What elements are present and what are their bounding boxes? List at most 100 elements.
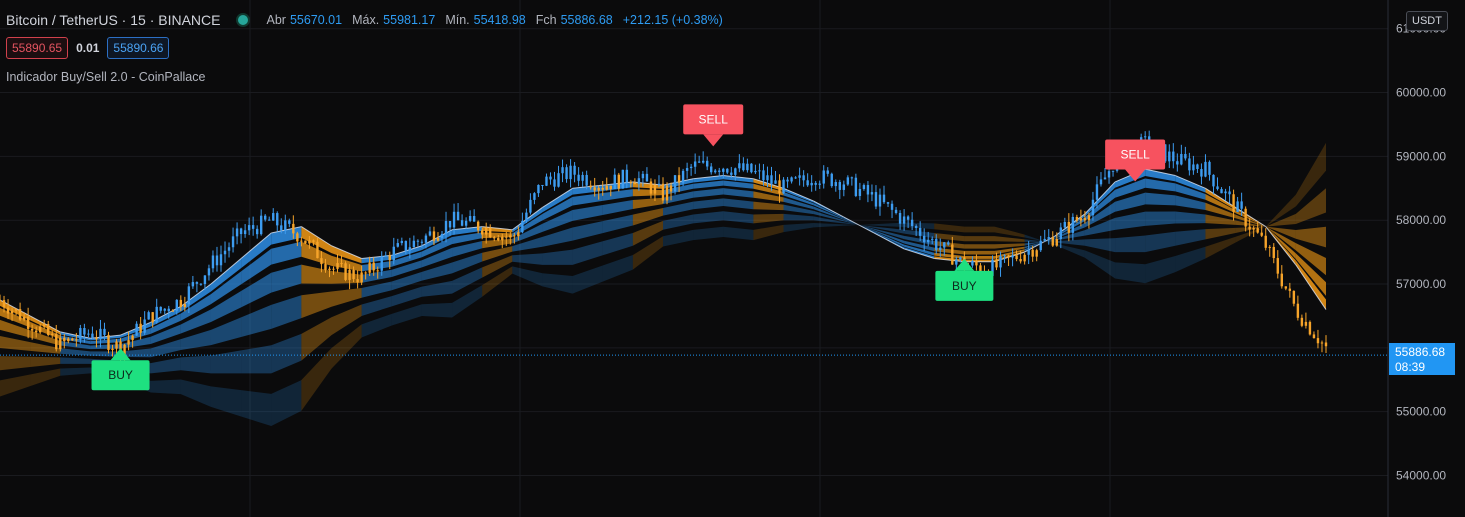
candle-body — [589, 185, 592, 188]
ribbon-band — [1175, 211, 1206, 224]
candle-body — [1168, 151, 1171, 162]
candle-body — [689, 166, 693, 169]
ribbon-band — [482, 246, 513, 262]
candle-body — [1204, 161, 1207, 177]
ribbon-band — [180, 379, 211, 407]
candle-body — [770, 175, 773, 184]
open-value: 55670.01 — [289, 13, 343, 27]
candle-body — [681, 170, 685, 183]
candle-body — [468, 216, 472, 221]
candle-body — [55, 333, 58, 350]
ribbon-band — [60, 340, 91, 350]
ribbon-band — [1265, 226, 1296, 260]
ribbon-band — [180, 329, 211, 350]
signal-box — [935, 270, 994, 301]
candle-body — [685, 168, 689, 171]
ribbon-band — [421, 236, 453, 258]
price-axis[interactable]: 61000.0060000.0059000.0058000.0057000.00… — [1387, 0, 1465, 517]
ribbon-band — [60, 348, 91, 356]
ribbon-band — [301, 348, 332, 411]
ribbon-band — [1175, 195, 1206, 210]
buy-signal[interactable]: BUY — [91, 348, 150, 391]
candle-body — [1091, 199, 1095, 216]
sell-signal[interactable]: SELL — [683, 104, 744, 147]
ribbon-band — [271, 241, 302, 265]
ribbon-band — [512, 253, 543, 265]
ribbon-band — [964, 244, 995, 249]
ribbon-band — [150, 357, 181, 374]
symbol-title[interactable]: Bitcoin / TetherUS · 15 · BINANCE — [6, 12, 221, 28]
candle-body — [87, 333, 90, 335]
candle-body — [545, 176, 548, 186]
candle-body — [706, 160, 709, 167]
candle-body — [726, 168, 729, 173]
ribbon-fast-line — [572, 184, 603, 189]
candle-body — [312, 240, 315, 242]
candle-body — [207, 268, 211, 276]
ribbon-fast-line — [873, 232, 905, 250]
candle-body — [866, 185, 870, 195]
ribbon-band — [1145, 169, 1176, 182]
ribbon-band — [452, 241, 483, 257]
candle-body — [894, 209, 898, 214]
candle-body — [107, 334, 110, 350]
ribbon-band — [482, 238, 513, 249]
ribbon-band — [542, 188, 573, 213]
ribbon-band — [693, 188, 724, 198]
candle-body — [778, 180, 781, 194]
candle-body — [806, 180, 809, 186]
candle-body — [243, 230, 247, 235]
ribbon-band — [572, 192, 603, 206]
symbol-legend: Bitcoin / TetherUS · 15 · BINANCE Abr 55… — [6, 12, 723, 28]
ribbon-band — [632, 220, 663, 246]
candle-body — [493, 237, 496, 239]
candle-body — [420, 241, 424, 243]
ribbon-band — [210, 350, 242, 374]
candle-body — [1027, 249, 1030, 255]
candle-body — [730, 172, 733, 175]
ribbon-band — [1175, 175, 1206, 193]
candle-body — [1015, 255, 1018, 260]
candle-body — [1184, 153, 1187, 159]
ribbon-band — [1235, 226, 1266, 233]
candle-body — [1087, 215, 1091, 221]
ribbon-band — [241, 272, 272, 308]
ribbon-band — [0, 356, 31, 371]
ribbon-fast-line — [1205, 187, 1236, 208]
candle-body — [485, 227, 488, 235]
candle-body — [400, 240, 404, 244]
candle-body — [979, 265, 982, 272]
sell-signal[interactable]: SELL — [1105, 139, 1166, 182]
candle-body — [151, 312, 154, 323]
ribbon-band — [1265, 213, 1296, 227]
trend-ribbons — [0, 142, 1327, 427]
candle-body — [1304, 321, 1308, 326]
candle-body — [870, 192, 874, 195]
ribbon-band — [813, 222, 844, 228]
ribbon-band — [1205, 236, 1236, 259]
candle-body — [51, 333, 54, 335]
ribbon-band — [602, 214, 633, 234]
ribbon-band — [663, 183, 694, 196]
candle-body — [710, 166, 713, 173]
candle-body — [625, 169, 629, 183]
candle-body — [352, 269, 355, 280]
ribbon-band — [994, 243, 1025, 249]
ribbon-band — [421, 280, 453, 297]
ribbon-band — [1205, 202, 1236, 219]
ribbon-band — [30, 342, 61, 354]
candle-body — [239, 228, 243, 235]
buy-price-button[interactable]: 55890.66 — [107, 37, 170, 59]
candle-body — [1196, 164, 1199, 170]
indicator-name[interactable]: Indicador Buy/Sell 2.0 - CoinPallace — [6, 70, 206, 84]
currency-button[interactable]: USDT — [1406, 11, 1448, 31]
buy-signal[interactable]: BUY — [935, 258, 994, 301]
candle-body — [143, 319, 146, 333]
ribbon-band — [452, 226, 483, 236]
candle-body — [191, 282, 195, 287]
sell-price-button[interactable]: 55890.65 — [6, 37, 69, 59]
ribbon-band — [60, 331, 91, 341]
candle-body — [794, 177, 797, 179]
candle-body — [392, 246, 395, 261]
